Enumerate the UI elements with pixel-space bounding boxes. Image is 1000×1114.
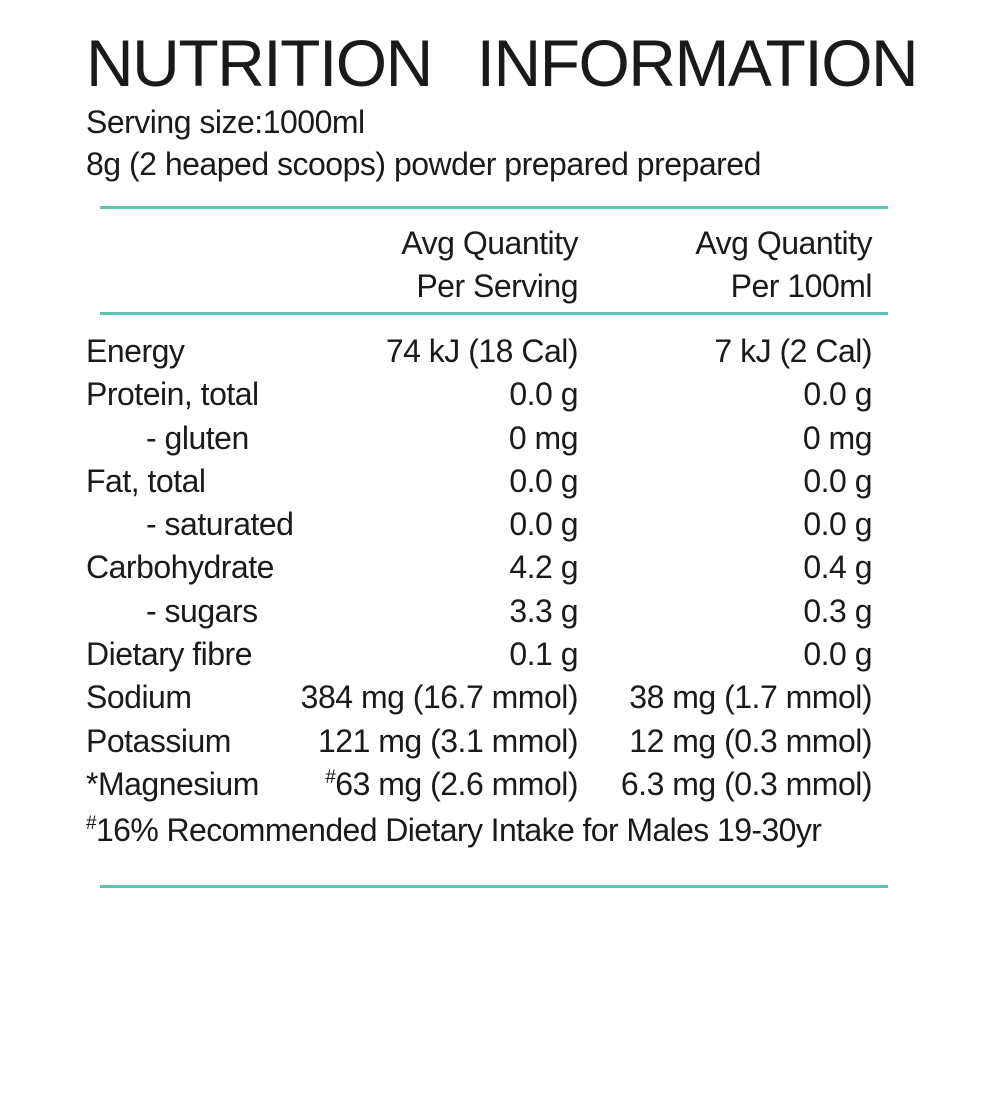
per-100ml-value: 0 mg (802, 419, 873, 456)
per-100ml-value: 0.0 g (803, 506, 872, 543)
preparation-note: 8g (2 heaped scoops) powder prepared pre… (86, 146, 761, 182)
per-serving-value: 3.3 g (509, 592, 578, 629)
nutrient-name: Dietary fibre (86, 636, 253, 673)
nutrient-name: Energy (86, 333, 185, 369)
per-100ml-value: 0.4 g (803, 549, 872, 586)
nutrient-name: Carbohydrate (86, 549, 274, 586)
per-100ml-value: 0.0 g (803, 376, 872, 413)
per-100ml-value: 12 mg (0.3 mmol) (629, 722, 872, 759)
per-100ml-value: 38 mg (1.7 mmol) (629, 679, 872, 716)
footnote-mark: # (86, 813, 97, 834)
footnote-mark: # (325, 766, 336, 788)
nutrient-name: Fat, total (86, 462, 206, 499)
nutrient-name: *Magnesium (86, 765, 259, 802)
per-serving-value: #63 mg (2.6 mmol) (325, 763, 578, 806)
footnote: #16% Recommended Dietary Intake for Male… (86, 812, 822, 849)
serving-size: Serving size:1000ml (86, 104, 365, 140)
per-100ml-value: 7 kJ (2 Cal) (714, 333, 872, 369)
per-serving-value: 0 mg (508, 419, 579, 456)
per-serving-value: 121 mg (3.1 mmol) (317, 722, 579, 759)
column-header-per-100ml: Avg Quantity Per 100ml (695, 222, 872, 308)
nutrient-name: - sugars (146, 592, 258, 629)
nutrient-name: Protein, total (86, 376, 259, 413)
table-row: Carbohydrate 4.2 g 0.4 g (86, 546, 872, 589)
per-100ml-value: 0.0 g (803, 636, 872, 673)
table-row: Dietary fibre 0.1 g 0.0 g (86, 633, 872, 676)
nutrient-name: - gluten (146, 419, 249, 456)
per-serving-value: 0.0 g (509, 506, 578, 543)
table-row: - saturated 0.0 g 0.0 g (86, 503, 872, 546)
table-row: Potassium 121 mg (3.1 mmol) 12 mg (0.3 mmo… (86, 720, 872, 763)
nutrient-name: Potassium (86, 722, 231, 759)
column-header-line: Avg Quantity (695, 225, 872, 261)
table-row: Protein, total 0.0 g 0.0 g (86, 373, 872, 416)
divider-top (100, 206, 888, 209)
footnote-text: 16% Recommended Dietary Intake for Males… (95, 812, 822, 848)
per-serving-value: 4.2 g (509, 549, 578, 586)
per-serving-value: 0.0 g (509, 376, 578, 413)
per-serving-value: 0.0 g (509, 462, 578, 499)
table-row: Fat, total 0.0 g 0.0 g (86, 460, 872, 503)
per-serving-value: 74 kJ (18 Cal) (385, 333, 579, 369)
divider-bottom (100, 885, 888, 888)
table-row: *Magnesium #63 mg (2.6 mmol) 6.3 mg (0.3 m… (86, 763, 873, 806)
nutrient-name: Sodium (86, 679, 192, 716)
table-row: - sugars 3.3 g 0.3 g (86, 590, 872, 633)
nutrition-table: Energy 74 kJ (18 Cal) 7 kJ (2 Cal) Protein,… (86, 330, 873, 806)
column-header-per-serving: Avg Quantity Per Serving (401, 222, 578, 308)
column-header-line: Per 100ml (730, 268, 873, 304)
per-serving-amount: 63 mg (2.6 mmol) (335, 765, 578, 802)
per-serving-value: 384 mg (16.7 mmol) (300, 679, 579, 716)
per-serving-value: 0.1 g (509, 636, 578, 673)
per-100ml-value: 6.3 mg (0.3 mmol) (620, 765, 873, 802)
divider-header (100, 312, 888, 315)
column-header-line: Per Serving (416, 268, 578, 304)
table-row: Energy 74 kJ (18 Cal) 7 kJ (2 Cal) (86, 330, 872, 373)
per-100ml-value: 0.3 g (803, 592, 872, 629)
column-header-line: Avg Quantity (401, 225, 578, 261)
table-row: - gluten 0 mg 0 mg (86, 417, 873, 460)
per-100ml-value: 0.0 g (803, 462, 872, 499)
page-title: NUTRITION INFORMATION (86, 26, 919, 100)
table-row: Sodium 384 mg (16.7 mmol) 38 mg (1.7 mmol) (86, 676, 872, 719)
nutrient-name: - saturated (146, 506, 294, 543)
